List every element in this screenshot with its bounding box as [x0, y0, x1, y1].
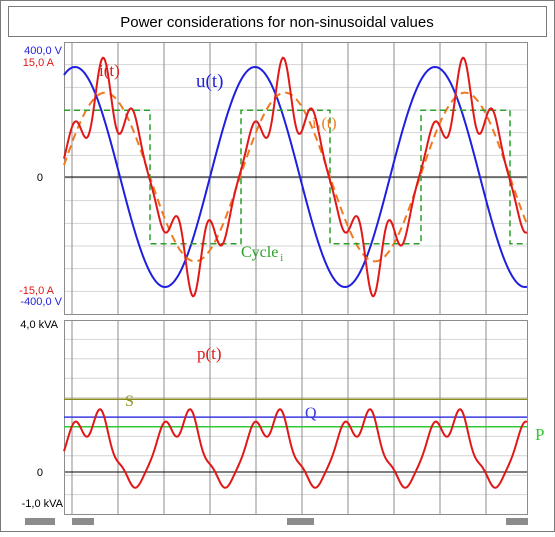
chart-title: Power considerations for non-sinusoidal … [120, 14, 434, 31]
current-min-label: -15,0 A [19, 285, 55, 297]
series-labels: i(t) u(t) i1(t) Cycle i p(t) S Q P [99, 61, 544, 444]
power-min-label: -1,0 kVA [22, 498, 64, 510]
current-max-label: 15,0 A [23, 57, 55, 69]
power-max-label: 4,0 kVA [20, 319, 58, 331]
timeline-marker-start[interactable] [72, 518, 94, 525]
cycle-label-main: Cycle [241, 244, 278, 261]
fundamental-label-suffix: (t) [321, 115, 336, 132]
timeline-marker-middle[interactable] [287, 518, 314, 525]
upper-plot-series [63, 56, 528, 298]
title-box [8, 6, 547, 37]
lower-plot-series [63, 398, 528, 489]
upper-axis-labels: 400,0 V 15,0 A 0 -15,0 A -400,0 V [19, 45, 63, 308]
voltage-min-label: -400,0 V [20, 296, 62, 308]
upper-zero-label: 0 [37, 172, 43, 184]
fundamental-label-sub: 1 [316, 124, 321, 135]
current-series-label: i(t) [99, 61, 120, 80]
timeline-strip [25, 518, 528, 525]
voltage-series-line [63, 65, 528, 289]
cycle-series-label: Cycle i [241, 244, 283, 264]
lower-zero-label: 0 [37, 467, 43, 479]
reactive-power-label: Q [305, 405, 317, 422]
voltage-series-label: u(t) [196, 71, 223, 92]
power-series-line [63, 408, 528, 489]
cycle-label-sub: i [280, 253, 283, 264]
fundamental-label-main: i [312, 115, 317, 132]
current-series-line [63, 56, 528, 298]
fundamental-series-label: i1(t) [312, 115, 337, 135]
active-power-label: P [535, 425, 544, 444]
timeline-marker-end[interactable] [506, 518, 528, 525]
upper-plot-grid [64, 42, 528, 315]
timeline-marker-left[interactable] [25, 518, 55, 525]
upper-plot-border [64, 42, 528, 315]
voltage-max-label: 400,0 V [24, 45, 63, 57]
fundamental-series-line [63, 91, 528, 263]
power-series-label: p(t) [197, 344, 222, 363]
apparent-power-label: S [125, 393, 134, 410]
lower-axis-labels: 4,0 kVA 0 -1,0 kVA [20, 319, 63, 510]
